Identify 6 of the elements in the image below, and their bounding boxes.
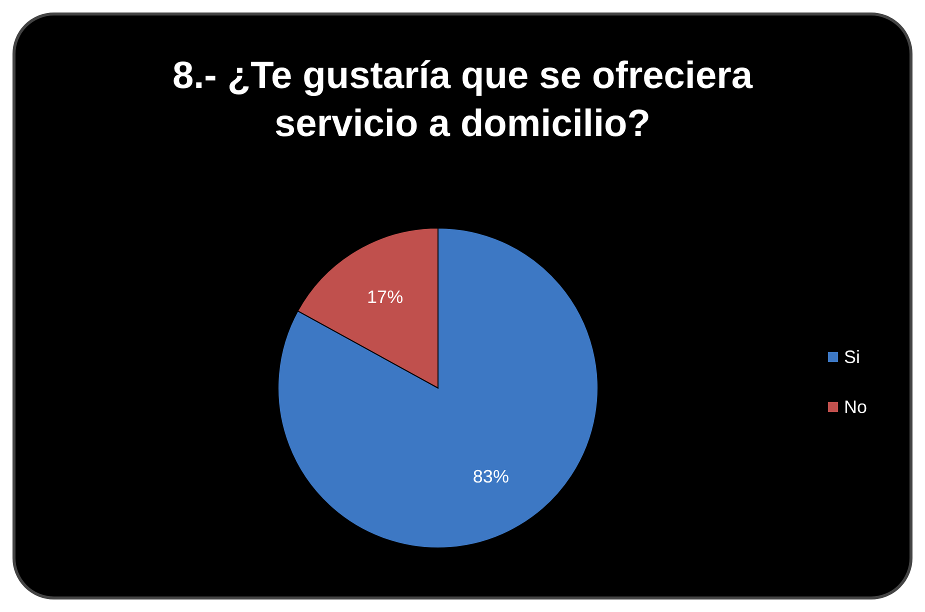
legend-label: No: [844, 396, 868, 417]
data-label: 83%: [472, 466, 509, 486]
pie-slice: [278, 228, 598, 548]
data-label: 17%: [367, 287, 404, 308]
legend-label: Si: [844, 346, 860, 367]
chart-title: 8.- ¿Te gustaría que se ofreciera servicio a domicilio?: [172, 55, 754, 145]
